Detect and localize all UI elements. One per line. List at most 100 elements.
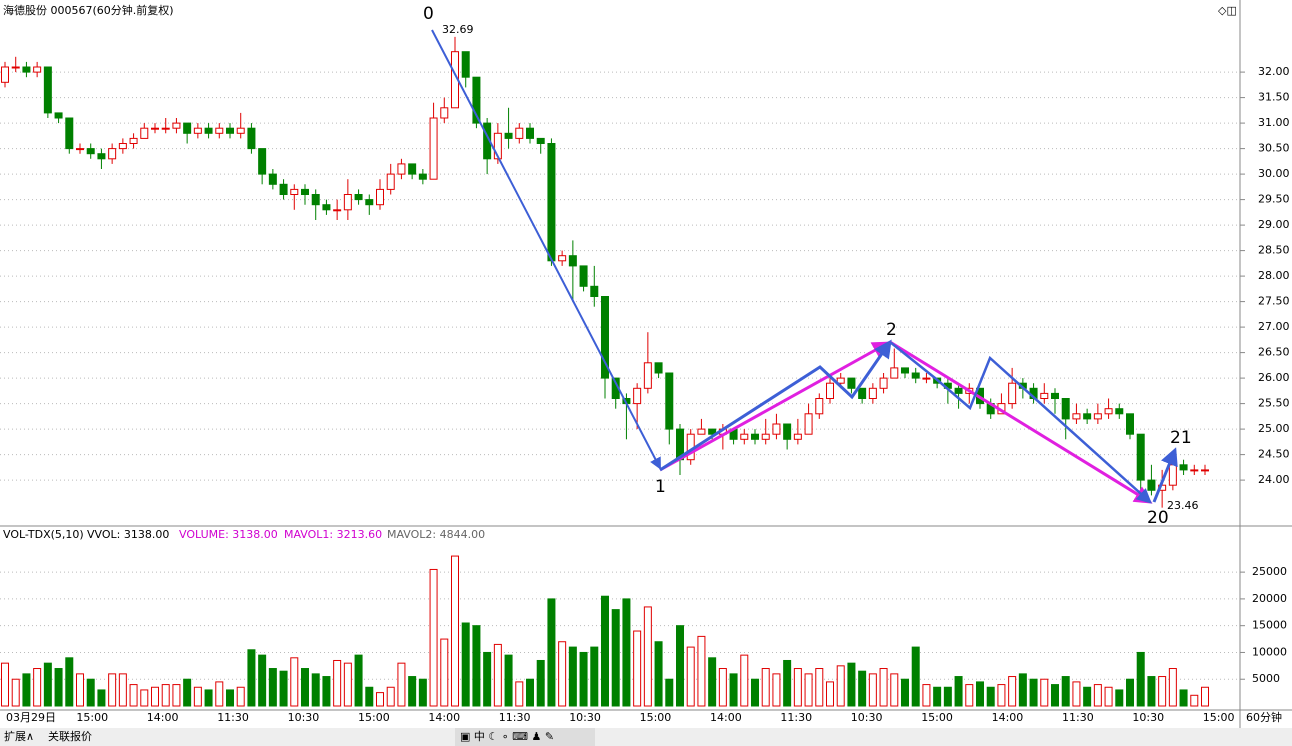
- volume-bar: [997, 684, 1006, 707]
- candle-body: [1072, 413, 1081, 420]
- volume-bar: [1179, 689, 1188, 707]
- wave-arrows: [431, 29, 1178, 504]
- y-tick-label: 29.50: [1258, 193, 1290, 206]
- volume-bar: [676, 625, 684, 707]
- volume-bar: [65, 657, 74, 707]
- volume-bar: [1201, 686, 1209, 707]
- volume-bar: [965, 684, 974, 707]
- candle-body: [247, 127, 256, 150]
- y2-tick-label: 20000: [1252, 592, 1287, 605]
- toolbar-icons[interactable]: ▣ 中 ☾ ∘ ⌨ ♟ ✎: [460, 730, 554, 743]
- volume-bar: [343, 662, 352, 707]
- candle-body: [1190, 469, 1199, 472]
- volume-bar: [665, 678, 674, 707]
- volume-bar: [54, 668, 63, 707]
- tab[interactable]: 关联报价: [48, 729, 92, 743]
- candle-body: [1201, 469, 1209, 472]
- time-label: 14:00: [428, 711, 460, 724]
- candle-body: [836, 377, 845, 384]
- volume-bar: [686, 646, 695, 707]
- volume-bar: [847, 662, 856, 707]
- time-label: 14:00: [710, 711, 742, 724]
- candle-body: [386, 173, 395, 190]
- candle-body: [65, 117, 74, 150]
- arrow: [889, 341, 1152, 504]
- candle-body: [783, 423, 792, 440]
- time-label: 10:30: [569, 711, 601, 724]
- volume-bar: [804, 673, 813, 707]
- y2-tick-label: 5000: [1252, 672, 1280, 685]
- volume-bar: [633, 630, 642, 707]
- candle-body: [558, 255, 567, 262]
- volume-bar: [1115, 689, 1124, 707]
- volume-bar: [697, 635, 706, 707]
- volume-bar: [440, 638, 449, 707]
- volume-bar: [258, 654, 267, 707]
- volume-bar: [43, 662, 52, 707]
- volume-bar: [836, 665, 845, 707]
- volume-bar: [290, 657, 299, 707]
- volume-bar: [654, 641, 663, 707]
- candle-body: [226, 127, 234, 134]
- candle-body: [43, 66, 52, 114]
- candle-body: [108, 148, 117, 160]
- candle-body: [515, 127, 524, 139]
- volume-bar: [172, 684, 181, 707]
- time-label: 10:30: [1132, 711, 1164, 724]
- volume-bar: [1136, 651, 1145, 707]
- volume-bar: [108, 673, 117, 707]
- window-icons[interactable]: ◇◫: [1218, 4, 1237, 17]
- volume-bar: [451, 555, 459, 707]
- time-label: 15:00: [76, 711, 108, 724]
- candle-body: [708, 428, 717, 435]
- candle-body: [1136, 433, 1145, 481]
- volume-bar: [740, 654, 749, 707]
- candle-body: [193, 127, 202, 134]
- time-label: 15:00: [358, 711, 390, 724]
- y-tick-label: 24.50: [1258, 448, 1290, 461]
- y-tick-label: 29.00: [1258, 218, 1290, 231]
- candle-body: [740, 433, 749, 440]
- y-tick-label: 27.00: [1258, 320, 1290, 333]
- candle-body: [1147, 479, 1156, 491]
- candle-body: [901, 367, 909, 374]
- candle-body: [472, 76, 481, 124]
- candle-body: [343, 194, 352, 211]
- y-tick-label: 30.00: [1258, 167, 1290, 180]
- y-tick-label: 25.50: [1258, 397, 1290, 410]
- candle-body: [879, 377, 888, 389]
- volume-bar: [333, 659, 342, 707]
- volume-bar: [140, 689, 149, 707]
- volume-bar: [1040, 678, 1049, 707]
- candle-body: [440, 107, 449, 119]
- volume-bar: [354, 654, 363, 707]
- volume-bar: [504, 654, 513, 707]
- tab[interactable]: 扩展∧: [4, 729, 34, 743]
- y-tick-label: 32.00: [1258, 65, 1290, 78]
- toolbar: ▣ 中 ☾ ∘ ⌨ ♟ ✎: [455, 728, 595, 746]
- period: 60分钟: [1246, 710, 1282, 724]
- candle-body: [354, 194, 363, 201]
- volume-bar: [976, 681, 984, 707]
- wave-label: 1: [655, 477, 666, 497]
- candle-body: [333, 209, 342, 212]
- volume-bar: [1083, 686, 1092, 707]
- volume-bar: [1126, 678, 1134, 707]
- volume-bar: [729, 673, 738, 707]
- price-note: 23.46: [1167, 499, 1199, 512]
- volume-bar: [1190, 694, 1199, 707]
- candle-body: [1083, 413, 1092, 420]
- candle-body: [1126, 413, 1134, 435]
- candle-body: [493, 132, 502, 160]
- candle-body: [954, 387, 963, 394]
- time-label: 11:30: [1062, 711, 1094, 724]
- volume-bar: [1, 662, 9, 707]
- volume-bar: [11, 678, 20, 707]
- candle-body: [429, 117, 438, 180]
- volume-bar: [1018, 673, 1027, 707]
- time-label: 15:00: [921, 711, 953, 724]
- candle-body: [279, 183, 288, 196]
- volume-bar: [547, 598, 556, 707]
- volume-bar: [933, 686, 942, 707]
- volume-bar: [1168, 668, 1177, 707]
